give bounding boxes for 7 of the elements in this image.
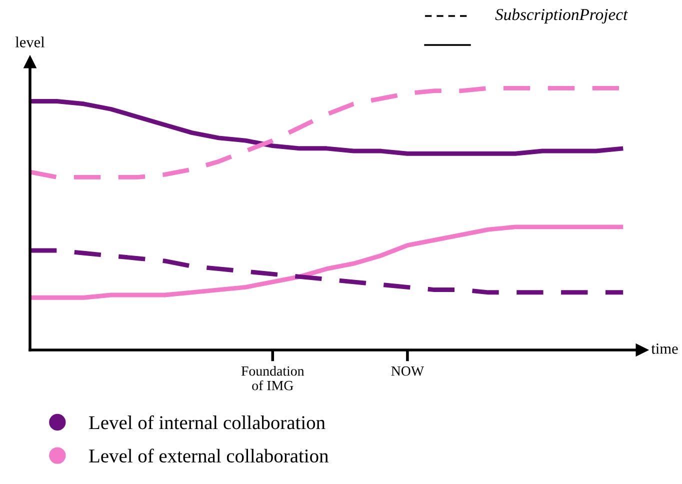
text: SubscriptionProject — [495, 8, 628, 24]
x-tick-label: Foundation of IMG — [241, 366, 304, 390]
legend-label: Level of external collaboration — [89, 448, 328, 463]
y-axis-title: level — [15, 36, 45, 48]
legend-label: Level of internal collaboration — [89, 415, 326, 430]
x-axis-title: time — [651, 344, 678, 354]
x-tick-label: NOW — [391, 366, 424, 376]
